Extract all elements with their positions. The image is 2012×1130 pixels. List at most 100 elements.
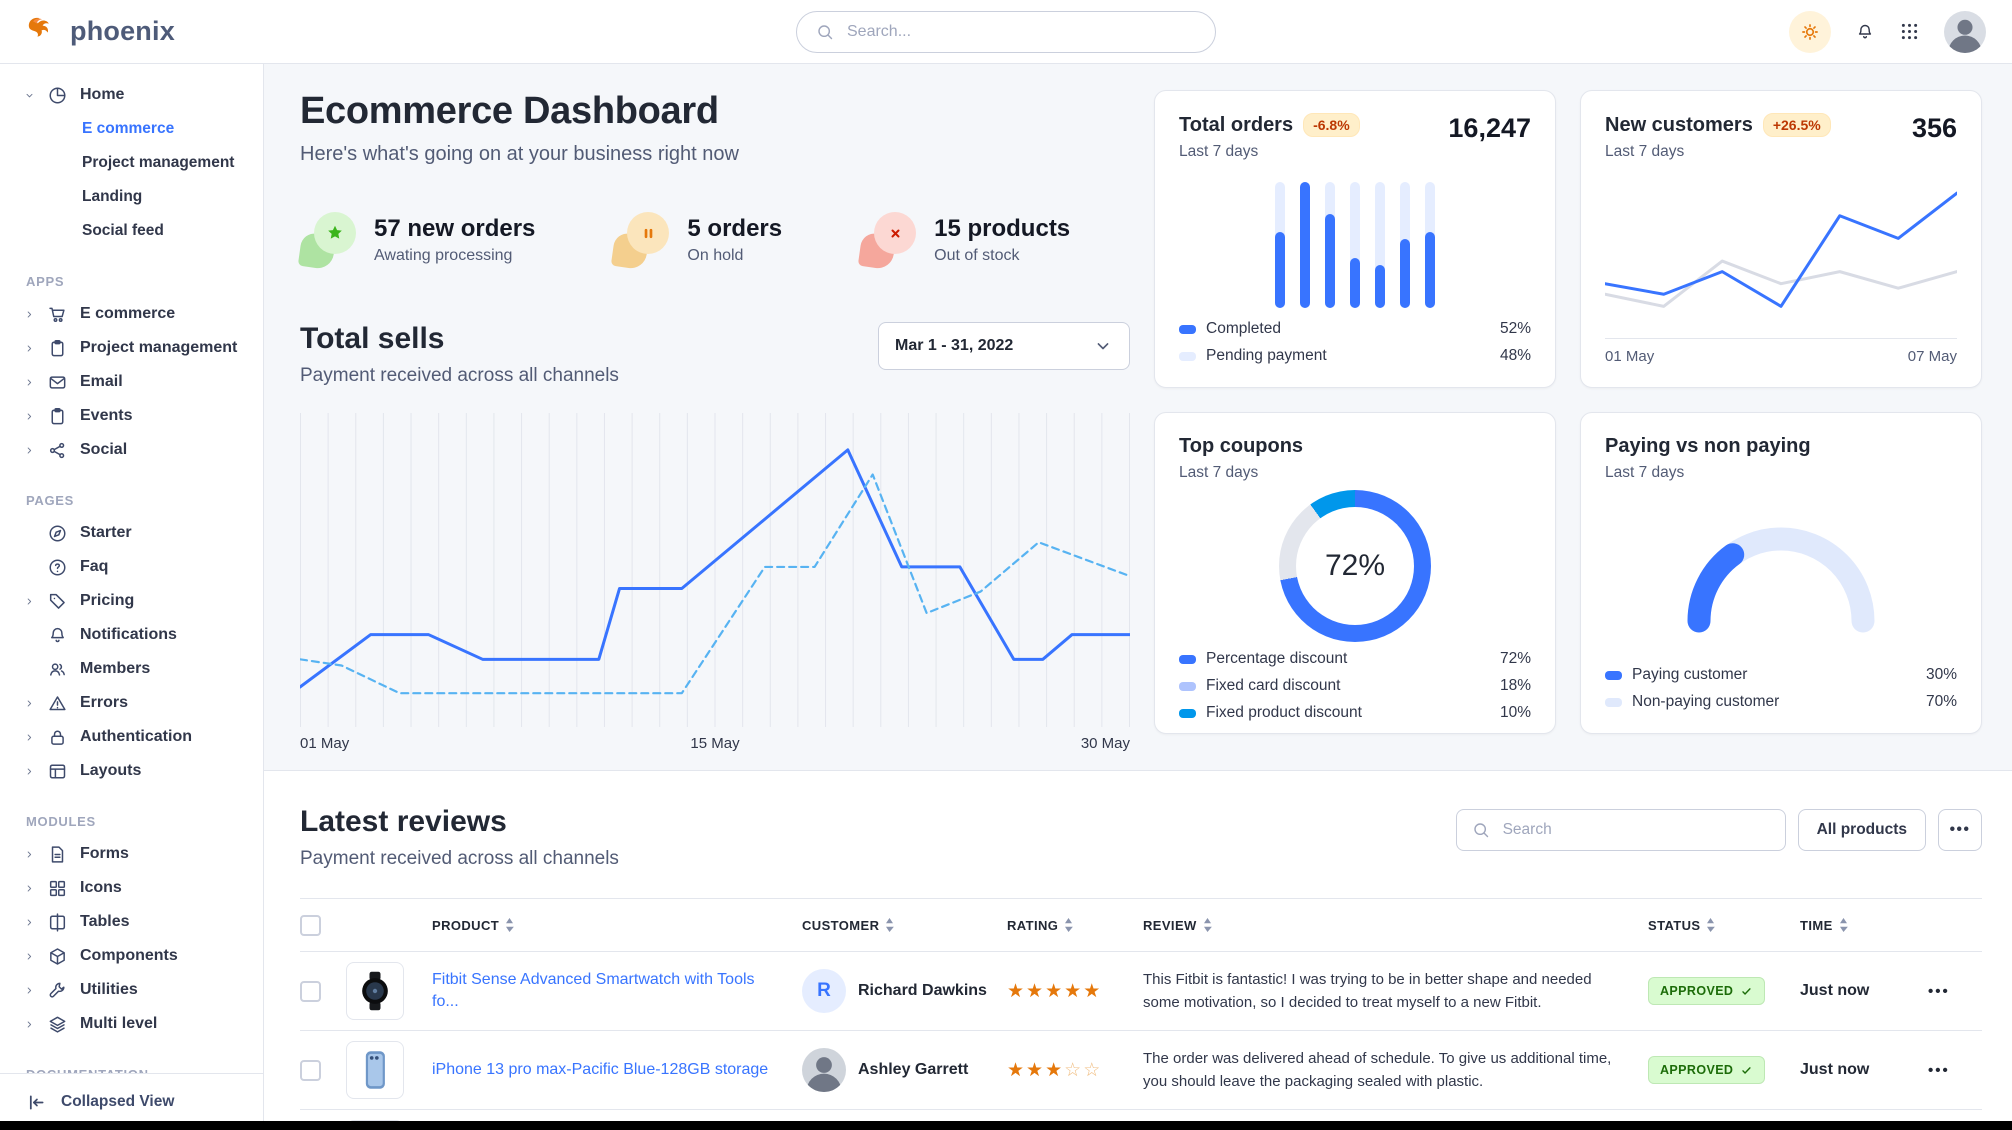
sidebar-item-layouts[interactable]: Layouts [0,754,263,788]
sidebar-item-label: Project management [80,339,238,356]
collapsed-view-toggle[interactable]: Collapsed View [0,1073,263,1130]
apps-grid-icon[interactable] [1899,21,1920,42]
tag-icon [47,591,70,612]
sidebar-item-label: E commerce [80,305,176,322]
reviews-more-button[interactable]: ••• [1938,809,1982,851]
row-actions-button[interactable]: ••• [1928,982,1950,1000]
sidebar-item-pricing[interactable]: Pricing [0,584,263,618]
legend-row: Fixed card discount 18% [1179,677,1531,695]
sidebar-item-components[interactable]: Components [0,939,263,973]
global-search-input[interactable] [845,21,1197,42]
chevron-right-icon [24,849,37,860]
sidebar-item-project-management-app[interactable]: Project management [0,331,263,365]
sort-icon [1839,918,1848,932]
brand-logo[interactable]: phoenix [26,14,175,49]
customer-cell: Ashley Garrett [802,1048,1007,1092]
pie-chart-icon [47,85,70,106]
sidebar-item-multi-level[interactable]: Multi level [0,1007,263,1041]
column-header-customer[interactable]: Customer [802,918,1007,933]
row-checkbox[interactable] [300,980,321,1002]
column-header-status[interactable]: Status [1648,918,1800,933]
sidebar-item-errors[interactable]: Errors [0,686,263,720]
clipboard-icon [47,338,70,359]
sidebar-item-members[interactable]: Members [0,652,263,686]
column-label: Product [432,917,500,933]
coupons-donut-wrap: 72% [1179,482,1531,650]
sidebar-item-notifications[interactable]: Notifications [0,618,263,652]
sidebar-item-ecommerce-dashboard[interactable]: E commerce [82,120,175,137]
layers-icon [47,1014,70,1035]
sidebar-item-tables[interactable]: Tables [0,905,263,939]
sidebar-item-label: Forms [80,845,129,862]
box-icon [47,946,70,967]
sidebar-item-forms[interactable]: Forms [0,837,263,871]
theme-toggle-button[interactable] [1789,10,1831,53]
wrench-icon [47,980,70,1001]
column-header-time[interactable]: Time [1800,918,1928,933]
chevron-right-icon [24,309,37,320]
clipboard-icon [47,406,70,427]
sidebar-item-ecommerce-app[interactable]: E commerce [0,297,263,331]
sidebar-item-email[interactable]: Email [0,365,263,399]
sidebar-item-label: Components [80,947,178,964]
paying-legend: Paying customer 30% Non-paying customer … [1605,666,1957,711]
total-sells-header: Total sells Payment received across all … [300,322,1130,387]
sidebar-item-label: Members [80,660,151,677]
reviews-search [1455,809,1786,851]
user-avatar[interactable] [1944,10,1986,53]
date-range-select[interactable]: Mar 1 - 31, 2022 [878,322,1130,370]
stat-new-orders: 57 new orders Awating processing [300,212,535,268]
lock-icon [47,727,70,748]
notifications-bell-icon[interactable] [1855,22,1875,42]
sidebar-item-home[interactable]: Home [0,78,263,112]
legend-value: 70% [1925,693,1957,710]
status-badge: APPROVED [1648,1056,1766,1084]
check-icon [1740,985,1753,998]
row-checkbox[interactable] [300,1059,321,1081]
legend-value: 10% [1499,704,1531,721]
product-image-iphone [346,1041,404,1099]
sidebar-item-authentication[interactable]: Authentication [0,720,263,754]
sidebar-item-starter[interactable]: Starter [0,516,263,550]
column-header-review[interactable]: Review [1143,918,1648,933]
legend-value: 48% [1499,347,1531,364]
legend-row: Non-paying customer 70% [1605,693,1957,711]
global-search [796,10,1216,53]
row-actions-button[interactable]: ••• [1928,1061,1950,1079]
sort-icon [1706,918,1716,932]
column-header-product[interactable]: Product [432,918,802,933]
select-all-checkbox[interactable] [300,914,321,936]
sidebar-item-faq[interactable]: Faq [0,550,263,584]
legend-row: Fixed product discount 10% [1179,704,1531,722]
sidebar-item-icons[interactable]: Icons [0,871,263,905]
chevron-right-icon [24,951,37,962]
sidebar-item-project-management-dashboard[interactable]: Project management [82,154,235,171]
legend-swatch [1179,708,1196,718]
legend-value: 72% [1499,650,1531,667]
legend-row: Percentage discount 72% [1179,650,1531,668]
sidebar-item-utilities[interactable]: Utilities [0,973,263,1007]
orders-bar-chart [1179,161,1531,320]
column-label: Time [1800,917,1833,933]
share-icon [47,440,70,461]
dashboard-top-section: Ecommerce Dashboard Here's what's going … [264,64,2012,770]
sidebar-item-label: Social [80,441,128,458]
all-products-button[interactable]: All products [1797,809,1926,851]
legend-swatch [1179,654,1196,664]
sidebar-item-landing[interactable]: Landing [82,188,143,205]
trend-badge: +26.5% [1762,113,1831,137]
sidebar-item-events[interactable]: Events [0,399,263,433]
reviews-search-input[interactable] [1500,820,1771,840]
sidebar-item-social-feed[interactable]: Social feed [82,222,164,239]
card-title: Total orders [1179,113,1294,136]
customer-name: Richard Dawkins [858,982,987,999]
layout-icon [47,761,70,782]
coupons-legend: Percentage discount 72% Fixed card disco… [1179,650,1531,722]
product-link[interactable]: iPhone 13 pro max-Pacific Blue-128GB sto… [432,1061,769,1079]
product-link[interactable]: Fitbit Sense Advanced Smartwatch with To… [432,971,755,1010]
sidebar-item-social[interactable]: Social [0,433,263,467]
column-header-rating[interactable]: Rating [1007,918,1143,933]
grid-icon [47,878,70,899]
sidebar-section-apps: APPS [26,274,65,289]
reviews-title: Latest reviews [300,805,507,838]
